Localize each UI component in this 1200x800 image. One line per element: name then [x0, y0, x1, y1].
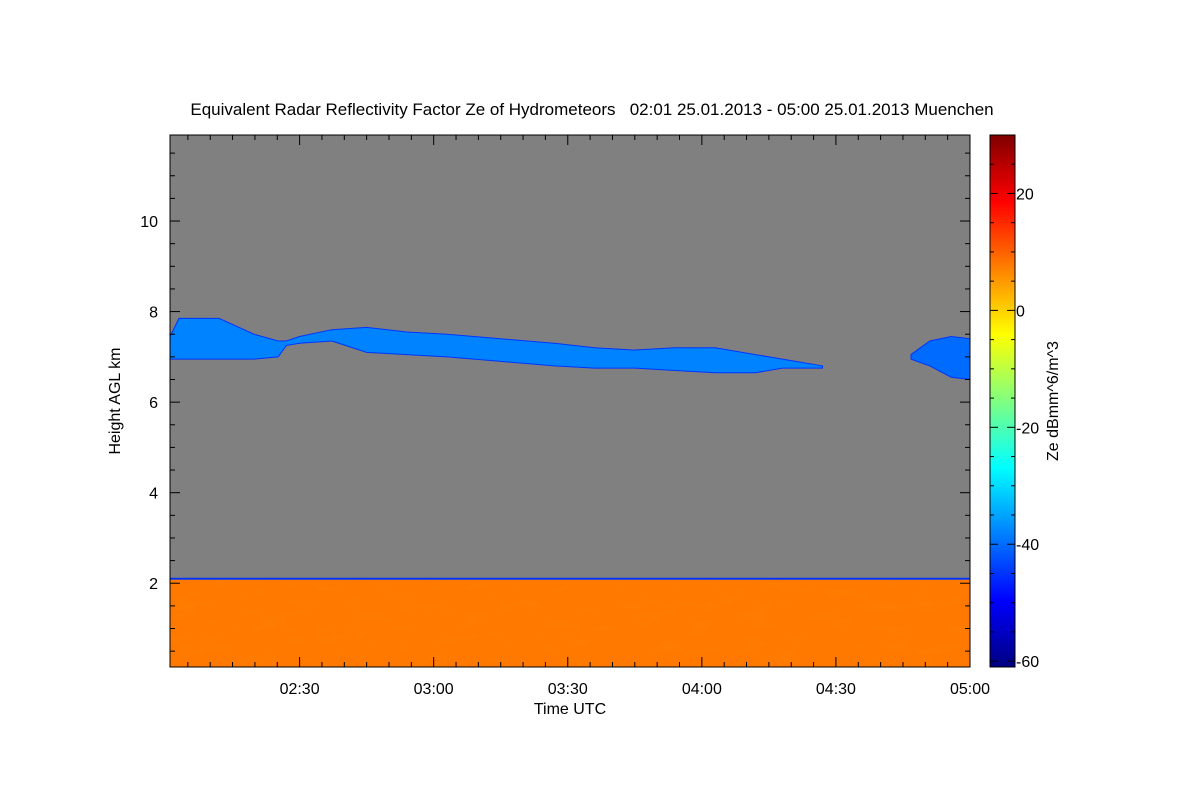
colorbar-tick-label: 20	[1016, 186, 1034, 203]
colorbar-label: Ze dBmm^6/m^3	[1045, 341, 1062, 461]
cloud-layer-1	[170, 317, 824, 374]
y-axis: 2 4 6 8 10	[140, 152, 970, 652]
colorbar-gradient	[989, 134, 1016, 668]
x-tick-label: 04:00	[682, 681, 722, 698]
x-tick-label: 04:30	[816, 681, 856, 698]
colorbar-tick-label: -60	[1016, 654, 1039, 671]
x-axis: 02:30 03:00 03:30 04:00 04:30 05:00	[187, 135, 990, 698]
x-tick-label: 02:30	[280, 681, 320, 698]
boundary-layer-echo	[170, 577, 970, 667]
boundary-layer-strong-echo	[170, 578, 970, 667]
y-tick-label: 10	[140, 214, 158, 231]
colorbar-tick-label: 0	[1016, 303, 1025, 320]
data-layers	[170, 317, 970, 667]
plot-frame	[169, 134, 971, 668]
colorbar-tick-label: -40	[1016, 537, 1039, 554]
y-tick-label: 2	[149, 576, 158, 593]
x-tick-label: 05:00	[950, 681, 990, 698]
y-tick-label: 8	[149, 305, 158, 322]
y-tick-label: 6	[149, 395, 158, 412]
x-tick-label: 03:00	[414, 681, 454, 698]
x-tick-label: 03:30	[548, 681, 588, 698]
colorbar: 20 0 -20 -40 -60 Ze dBmm^6/m^3	[989, 134, 1062, 671]
chart-title: Equivalent Radar Reflectivity Factor Ze …	[190, 100, 993, 119]
y-tick-label: 4	[149, 486, 158, 503]
colorbar-ticks: 20 0 -20 -40 -60	[990, 134, 1039, 671]
plot-area	[170, 135, 970, 667]
cloud-layer-2	[910, 335, 970, 380]
x-axis-label: Time UTC	[534, 701, 606, 718]
y-axis-label: Height AGL km	[107, 347, 124, 454]
colorbar-tick-label: -20	[1016, 420, 1039, 437]
